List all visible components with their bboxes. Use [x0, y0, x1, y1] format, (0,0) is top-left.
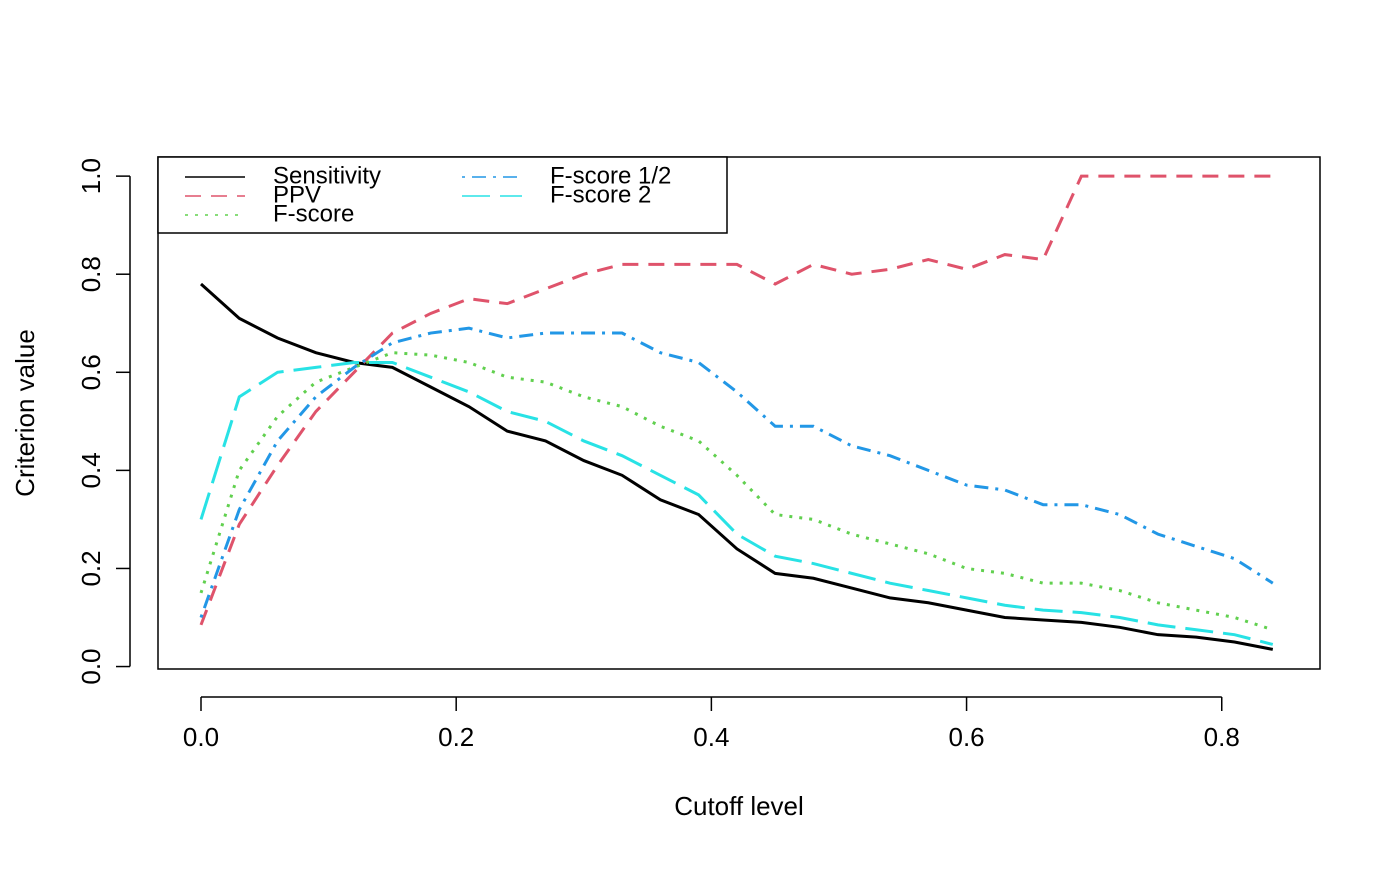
y-tick-label: 0.6	[76, 354, 106, 390]
legend-label: F-score 1/2	[550, 162, 671, 189]
y-tick-label: 0.8	[76, 256, 106, 292]
x-tick-label: 0.2	[438, 722, 474, 752]
x-axis-label: Cutoff level	[674, 791, 804, 821]
legend-label: PPV	[273, 181, 321, 208]
series-line	[199, 360, 1274, 646]
legend-label: F-score	[273, 200, 354, 227]
legend-label: F-score 2	[550, 181, 651, 208]
series-line	[199, 326, 1274, 619]
x-tick-label: 0.8	[1204, 722, 1240, 752]
x-tick-label: 0.4	[693, 722, 729, 752]
series-line	[199, 174, 1273, 626]
plot-frame	[157, 156, 1321, 670]
legend-box	[157, 156, 728, 234]
y-tick-label: 0.4	[76, 452, 106, 488]
y-axis-label: Criterion value	[10, 329, 40, 497]
y-tick-label: 0.2	[76, 550, 106, 586]
y-tick-label: 0.0	[76, 648, 106, 684]
legend-label: Sensitivity	[273, 162, 381, 189]
x-tick-label: 0.6	[948, 722, 984, 752]
x-tick-label: 0.0	[183, 722, 219, 752]
series-line	[199, 351, 1274, 632]
series-line	[199, 282, 1274, 651]
y-tick-label: 1.0	[76, 158, 106, 194]
